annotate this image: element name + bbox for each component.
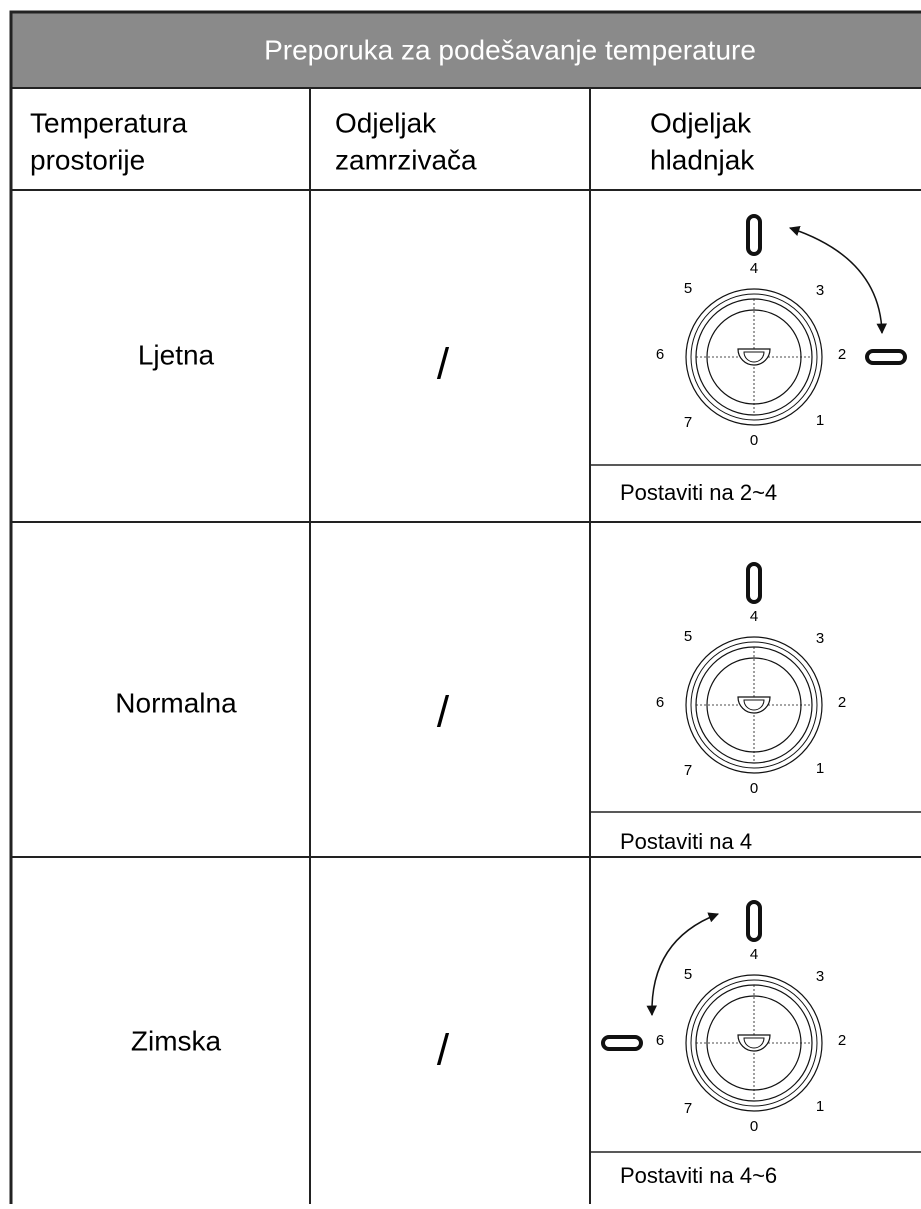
dial-number: 0: [750, 432, 758, 449]
header: zamrzivača: [335, 144, 477, 175]
dial-pointer: [746, 900, 762, 942]
dial-knob: [743, 351, 765, 363]
dial: [685, 974, 823, 1112]
dial-number: 6: [656, 1032, 664, 1049]
header: Temperatura: [30, 107, 188, 138]
dial: [685, 636, 823, 774]
setting: Postaviti na 2~4: [620, 480, 777, 505]
dial-number: 0: [750, 780, 758, 797]
room-temperature: Zimska: [131, 1025, 222, 1056]
dial-knob: [737, 1034, 771, 1052]
dial-number: 7: [684, 1100, 692, 1117]
header: hladnjak: [650, 144, 755, 175]
dial-ring: [690, 293, 818, 421]
dial-ring: [685, 636, 823, 774]
dial-number: 5: [684, 966, 692, 983]
dial-pointer: [601, 1035, 643, 1051]
rotation-arrow: [646, 912, 719, 1017]
setting: Postaviti na 4: [620, 829, 752, 854]
dial-number: 0: [750, 1118, 758, 1135]
dial-number: 3: [816, 282, 824, 299]
dial-ring: [690, 979, 818, 1107]
dial-number: 2: [838, 346, 846, 363]
header: prostorije: [30, 144, 145, 175]
dial-number: 4: [750, 260, 758, 277]
dial-number: 5: [684, 628, 692, 645]
dial-number: 3: [816, 630, 824, 647]
freezer-setting: /: [437, 688, 450, 737]
freezer-setting: /: [437, 1026, 450, 1075]
dial-ring: [685, 288, 823, 426]
room-temperature: Ljetna: [138, 339, 215, 370]
dial-number: 3: [816, 968, 824, 985]
header: Odjeljak: [335, 107, 437, 138]
dial: [685, 288, 823, 426]
dial-number: 7: [684, 414, 692, 431]
header: Odjeljak: [650, 107, 752, 138]
grid: [11, 87, 921, 1204]
title-bar: [11, 12, 921, 88]
dial-knob: [743, 699, 765, 711]
dial-knob: [743, 1037, 765, 1049]
dial-number: 5: [684, 280, 692, 297]
room-temperature: Normalna: [115, 687, 237, 718]
dial-ring: [690, 641, 818, 769]
dial-number: 6: [656, 346, 664, 363]
dial-number: 1: [816, 412, 824, 429]
dial-number: 4: [750, 946, 758, 963]
dial-ring: [685, 974, 823, 1112]
dial-pointer: [746, 562, 762, 604]
dial-number: 4: [750, 608, 758, 625]
freezer-setting: /: [437, 340, 450, 389]
dial-pointer: [865, 349, 907, 365]
rotation-arrow: [789, 226, 887, 335]
dial-number: 2: [838, 1032, 846, 1049]
dial-number: 6: [656, 694, 664, 711]
dial-knob: [737, 348, 771, 366]
dial-pointer: [746, 214, 762, 256]
table-border: [9, 10, 921, 1209]
dial-number: 7: [684, 762, 692, 779]
title: Preporuka za podešavanje temperature: [264, 34, 756, 65]
dial-number: 1: [816, 760, 824, 777]
dial-number: 2: [838, 694, 846, 711]
setting: Postaviti na 4~6: [620, 1163, 777, 1188]
dial-knob: [737, 696, 771, 714]
dial-number: 1: [816, 1098, 824, 1115]
